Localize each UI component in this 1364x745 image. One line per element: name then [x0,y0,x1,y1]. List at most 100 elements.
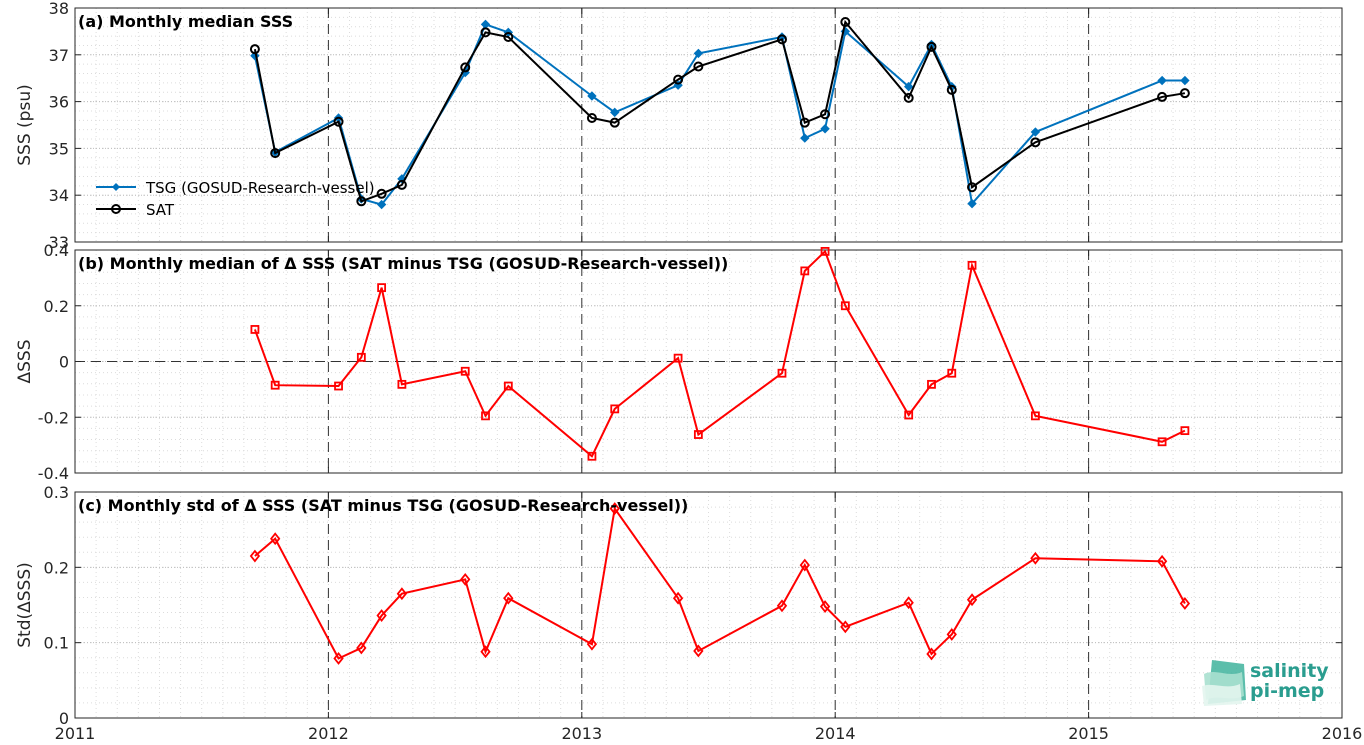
ylabel-sss: SSS (psu) [15,84,35,165]
series-sss-sat [249,17,1190,207]
data-point [610,107,620,118]
ylabel-std: Std(ΔSSS) [15,562,35,648]
data-point [396,587,408,601]
ytick-label: 35 [49,139,69,158]
series-line [253,249,1186,458]
data-point [967,260,977,270]
data-point [1180,426,1190,436]
xtick-label: 2012 [308,724,349,743]
data-point [586,637,598,651]
ytick-label: 0.2 [44,297,69,316]
logo-text-pimep: pi-mep [1250,680,1324,702]
data-point [927,379,936,389]
data-point [1030,127,1041,137]
data-point [800,133,810,143]
data-point [1157,437,1167,447]
ytick-label: 34 [49,186,69,205]
data-point [967,182,978,193]
data-point [586,112,597,123]
data-point [503,381,513,391]
data-point [776,599,788,613]
xtick-label: 2014 [815,724,856,743]
logo: salinity pi-mep [1202,660,1329,706]
title-std: (c) Monthly std of Δ SSS (SAT minus TSG … [78,496,688,515]
data-point [693,644,704,658]
panel-sss: 33 34 35 36 37 38 SSS (psu) (a) Monthly median … [15,0,1343,252]
axes-box-sss [74,7,1343,243]
data-point [609,117,620,128]
title-sss: (a) Monthly median SSS [78,12,293,31]
ytick-label: -0.2 [38,408,69,427]
data-point [840,17,851,28]
data-point [480,645,491,659]
data-point [1030,137,1041,148]
data-point [270,148,281,159]
data-point [397,379,407,389]
data-point [840,620,851,634]
data-point [250,325,260,334]
data-point [800,266,810,276]
data-point [947,368,957,378]
data-point [1157,91,1168,102]
data-point [249,44,260,55]
series-delta-delta [250,246,1190,461]
ytick-label: -0.4 [38,464,69,483]
panel-std: 0 0.1 0.2 0.3 2011 2012 2013 2014 2015 2016 Std(ΔS… [15,483,1362,743]
data-point [587,91,597,101]
axes-box-std [74,491,1343,719]
ylabel-delta: ΔSSS [15,339,35,383]
data-point [396,179,407,190]
data-point [480,27,491,38]
ytick-label: 0.2 [44,558,69,577]
data-point [693,48,704,59]
data-point [460,366,470,376]
data-point [377,283,387,293]
ytick-label: 38 [49,0,69,18]
data-point [904,410,914,420]
data-point [270,380,280,390]
data-point [967,198,977,209]
data-point [587,451,597,461]
data-point [776,34,787,45]
ytick-label: 0 [59,709,69,728]
xtick-label: 2011 [55,724,96,743]
data-point [799,117,810,128]
data-point [333,116,344,127]
data-point [903,81,914,92]
data-point [1157,75,1167,86]
data-point [356,641,367,655]
logo-text-salinity: salinity [1250,660,1329,682]
series-line [254,506,1186,660]
data-point [356,352,366,362]
data-point [333,652,344,665]
data-point [356,196,367,207]
xtick-label: 2016 [1322,724,1363,743]
data-point [1030,411,1040,421]
data-point [673,74,684,85]
data-point [610,404,620,414]
xtick-label: 2013 [561,724,602,743]
data-point [503,591,514,605]
data-point [820,246,830,256]
data-point [1156,554,1168,568]
legend-label: SAT [146,201,175,219]
data-point [376,199,387,210]
data-point [926,647,937,661]
data-point [481,411,490,421]
ytick-label: 37 [49,46,69,65]
data-point [249,549,261,563]
grid-sss [74,7,1343,243]
ytick-label: 0.1 [44,634,69,653]
ytick-label: 36 [49,93,69,112]
ytick-label: 0.4 [44,241,69,260]
data-point [376,609,387,622]
data-point [1179,597,1191,610]
ytick-label: 0 [59,353,69,372]
data-point [693,430,703,439]
data-point [460,572,471,586]
data-point [946,627,957,641]
data-point [1179,88,1190,99]
panel-delta: -0.4 -0.2 0 0.2 0.4 ΔSSS (b) Monthly median of… [15,241,1343,483]
data-point [926,41,937,52]
